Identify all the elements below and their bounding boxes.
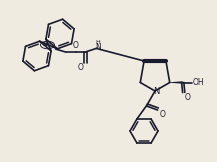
Text: O: O bbox=[78, 64, 84, 73]
Polygon shape bbox=[170, 81, 183, 84]
Text: N: N bbox=[95, 44, 101, 52]
Text: Abs: Abs bbox=[43, 42, 52, 47]
Text: O: O bbox=[185, 93, 191, 102]
Text: O: O bbox=[160, 110, 166, 119]
Text: H: H bbox=[96, 40, 100, 46]
Text: OH: OH bbox=[192, 78, 204, 87]
Text: O: O bbox=[72, 41, 78, 50]
Text: N: N bbox=[153, 87, 159, 96]
